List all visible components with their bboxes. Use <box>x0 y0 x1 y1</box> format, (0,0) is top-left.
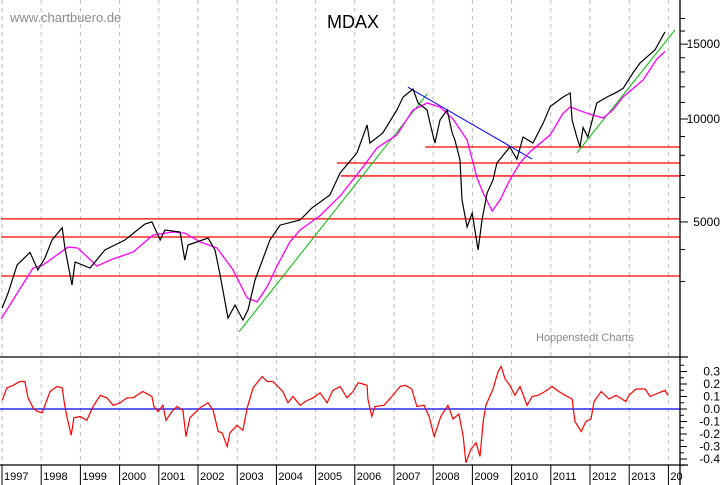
year-label: 2009 <box>474 471 498 483</box>
credit-text: Hoppenstedt Charts <box>536 332 634 344</box>
oscillator-axis-labels: 0.30.20.10.0-0.1-0.2-0.3-0.4 <box>699 365 720 467</box>
year-label: 2011 <box>553 471 577 483</box>
year-label: 2008 <box>435 471 459 483</box>
year-label: 2007 <box>396 471 420 483</box>
oscillator-axis-label: 0.0 <box>703 402 720 416</box>
price-axis-label: 10000 <box>687 112 721 126</box>
year-label: 2004 <box>278 471 302 483</box>
oscillator-axis-label: -0.2 <box>699 427 720 441</box>
year-label: 2000 <box>122 471 146 483</box>
year-label: 2005 <box>318 471 342 483</box>
price-axis-label: 5000 <box>693 215 720 229</box>
oscillator-axis-label: -0.4 <box>699 452 720 466</box>
year-label: 2002 <box>200 471 224 483</box>
horizontal-levels <box>1 146 680 277</box>
year-label: 2003 <box>239 471 263 483</box>
price-axis-labels: 15000 10000 5000 <box>687 37 721 229</box>
uptrend-line <box>576 29 676 154</box>
oscillator-line <box>1 365 669 464</box>
year-label: 2013 <box>631 471 655 483</box>
year-gridlines <box>1 0 669 465</box>
oscillator-axis-label: 0.3 <box>703 365 720 379</box>
year-label: 2012 <box>592 471 616 483</box>
year-label: 20 <box>670 471 682 483</box>
year-label: 2010 <box>514 471 538 483</box>
year-label: 2001 <box>161 471 185 483</box>
oscillator-axis-label: 0.1 <box>703 390 720 404</box>
uptrend-line <box>238 93 428 333</box>
year-label: 1998 <box>43 471 67 483</box>
chart-title: MDAX <box>327 12 379 32</box>
oscillator-axis-label: -0.1 <box>699 415 720 429</box>
oscillator-axis-label: 0.2 <box>703 377 720 391</box>
year-label: 1997 <box>4 471 28 483</box>
year-label: 2006 <box>357 471 381 483</box>
axes <box>0 0 688 485</box>
price-line <box>1 31 666 322</box>
price-axis-label: 15000 <box>687 37 721 51</box>
year-label: 1999 <box>82 471 106 483</box>
year-axis-labels: 1997 1998 1999 2000 2001 2002 2003 2004 2005 2006… <box>1 465 683 485</box>
watermark: www.chartbuero.de <box>9 10 121 25</box>
moving-average-line <box>0 51 666 320</box>
downtrend-line <box>407 86 533 160</box>
oscillator-axis-label: -0.3 <box>699 440 720 454</box>
trend-lines <box>238 29 676 333</box>
